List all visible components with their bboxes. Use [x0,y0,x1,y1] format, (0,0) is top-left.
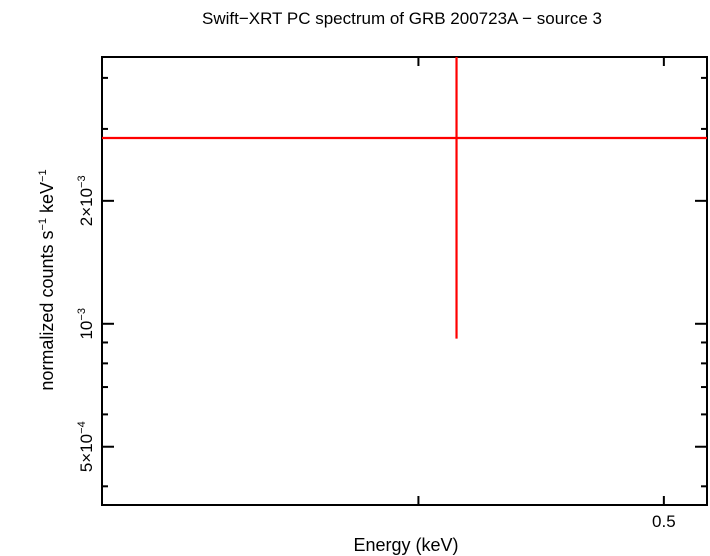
y-tick-label: 5×10−4 [76,421,96,472]
x-axis-label: Energy (keV) [353,535,458,555]
y-tick-label: 10−3 [76,308,96,339]
plot-border [101,56,708,506]
data-layer [102,57,707,339]
chart-title: Swift−XRT PC spectrum of GRB 200723A − s… [202,9,602,28]
y-tick-label-exponent: −4 [76,421,88,434]
plot-frame [101,56,708,506]
y-tick-label-exponent: −3 [76,175,88,188]
y-tick-label-base: 5×10 [77,434,96,472]
tick-labels: 0.55×10−410−32×10−3 [76,175,676,531]
x-tick-label: 0.5 [652,512,676,531]
y-tick-label-exponent: −3 [76,308,88,321]
axis-ticks [102,57,707,505]
y-tick-label-base: 2×10 [77,188,96,226]
y-tick-label-base: 10 [77,321,96,340]
y-tick-label: 2×10−3 [76,175,96,226]
y-axis-label: normalized counts s−1 keV−1 [37,169,57,390]
